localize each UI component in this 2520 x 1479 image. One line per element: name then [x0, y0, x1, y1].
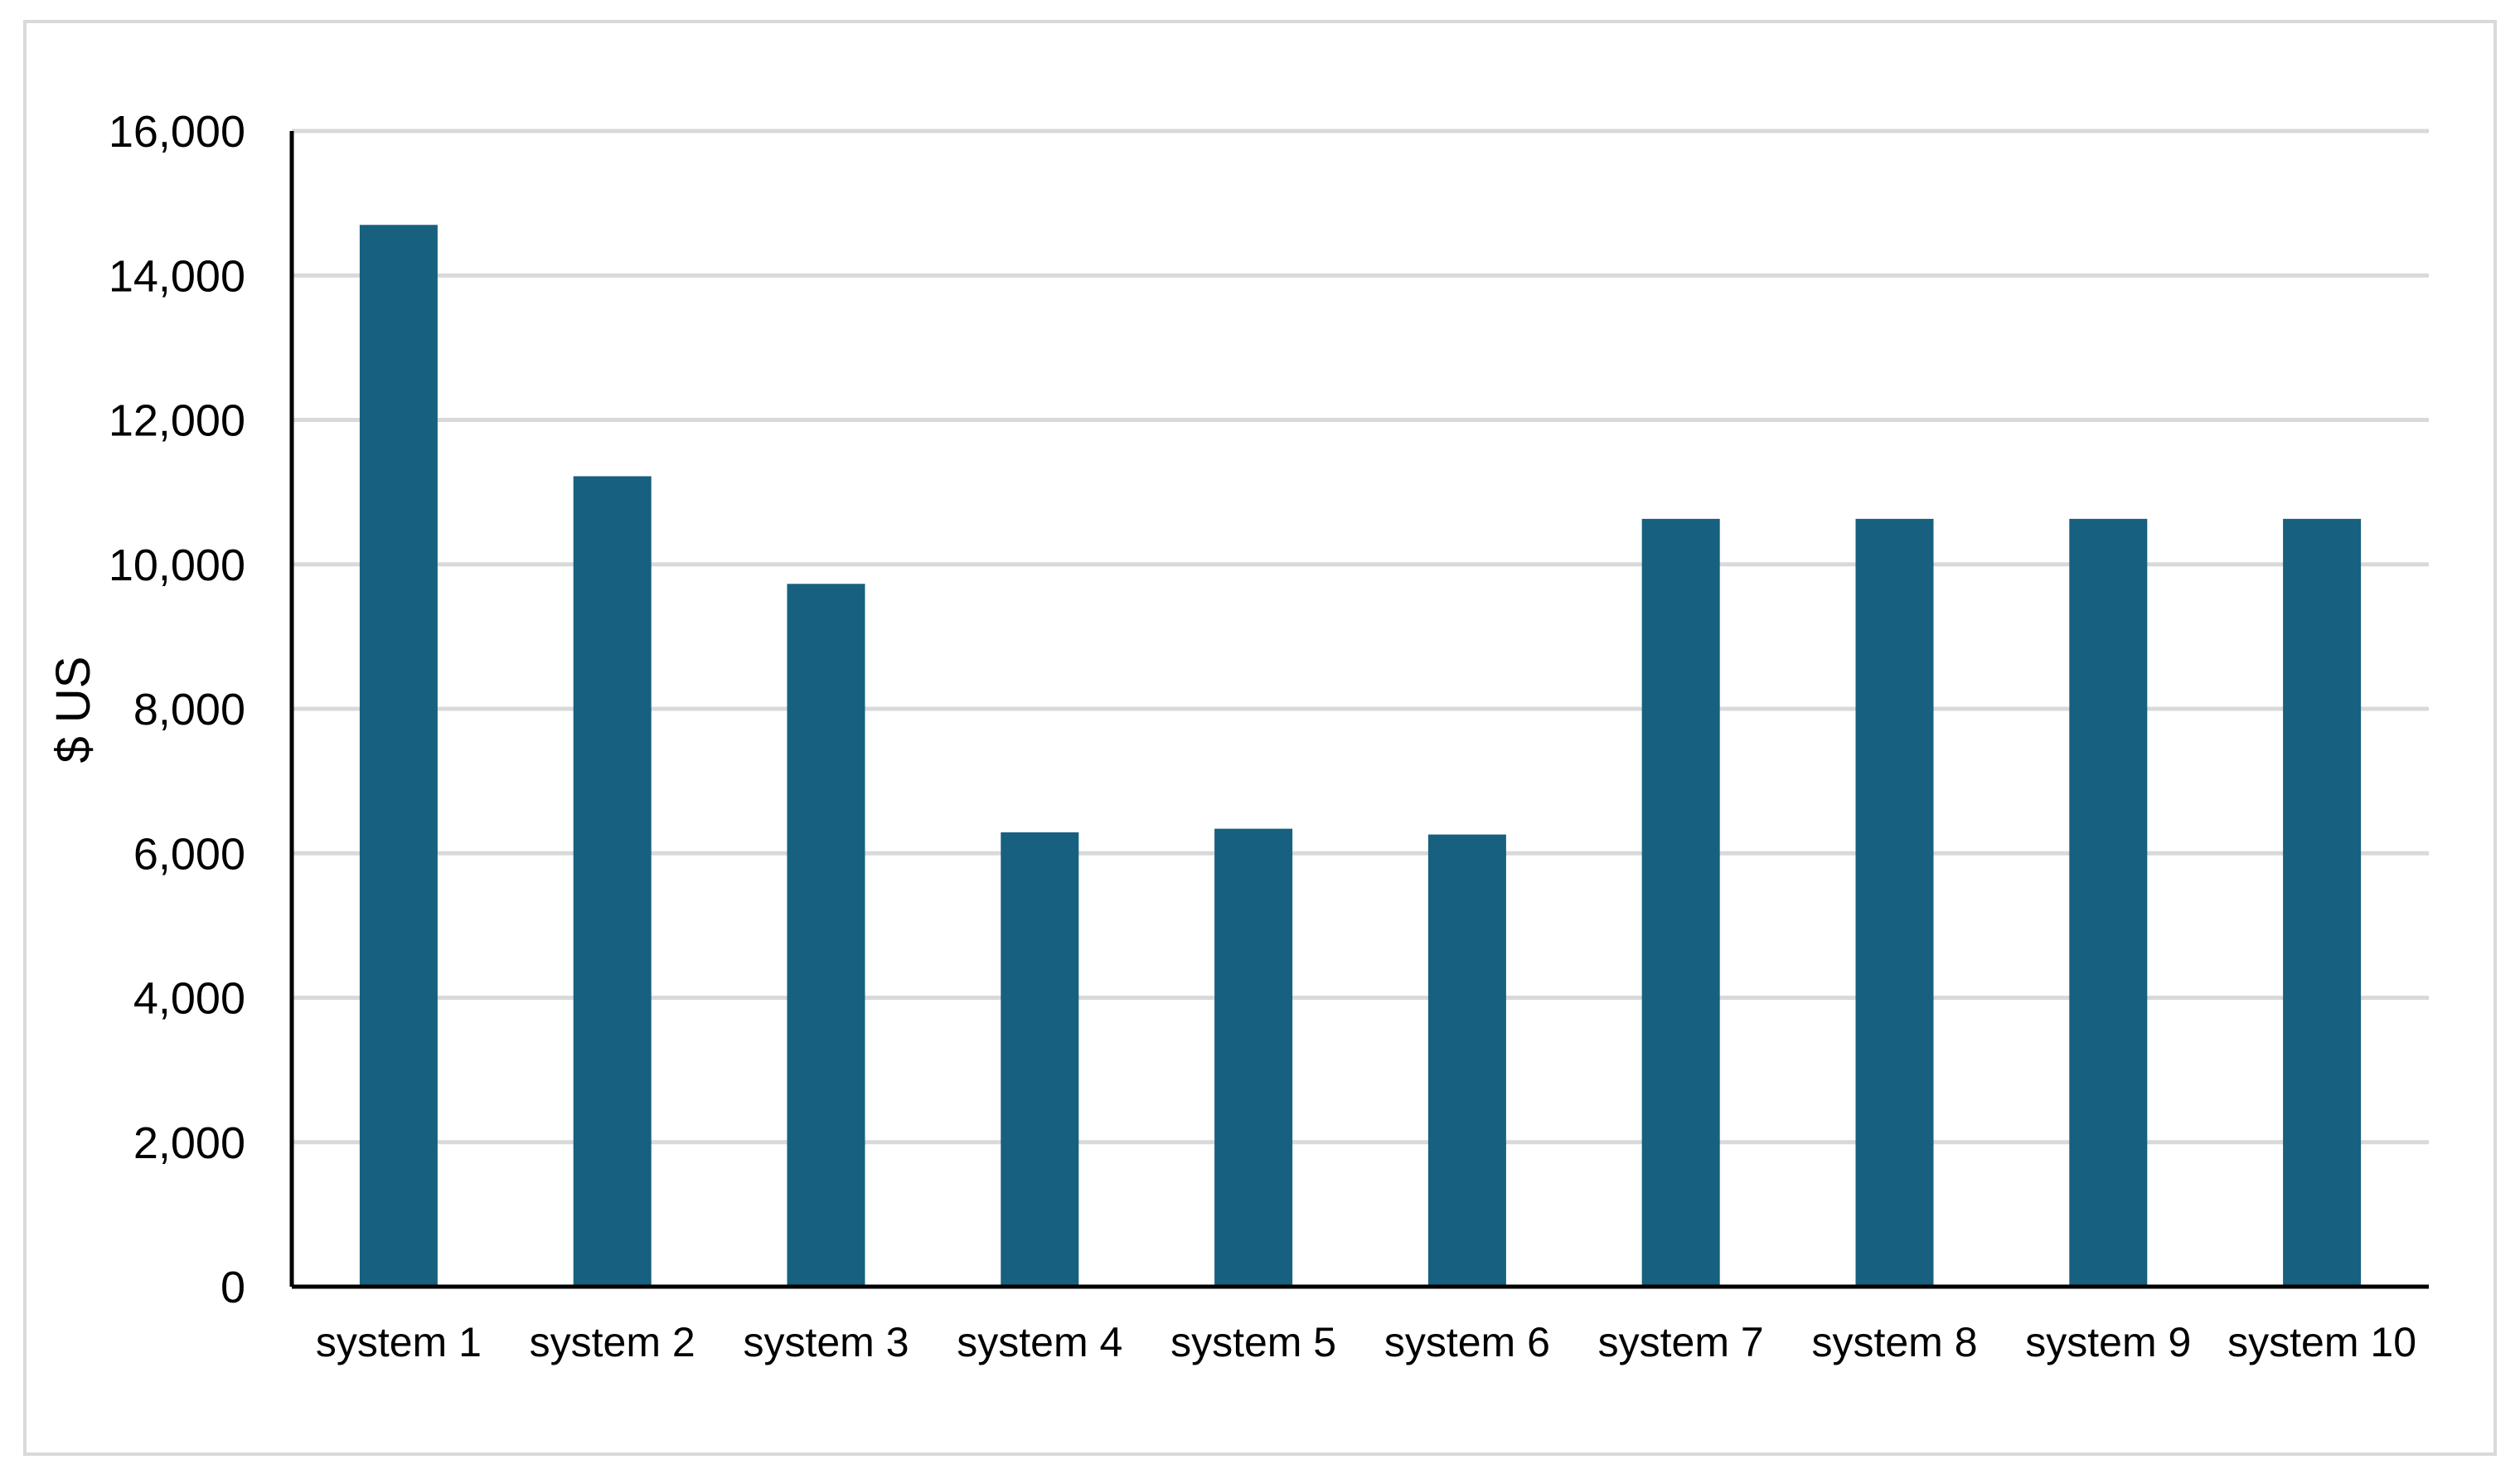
bar: [573, 476, 652, 1287]
y-tick-label: 12,000: [109, 396, 245, 446]
x-category-label: system 3: [743, 1319, 909, 1365]
bar: [1427, 834, 1506, 1287]
bar: [1214, 828, 1293, 1287]
bar: [2069, 518, 2148, 1287]
y-tick-label: 0: [220, 1263, 245, 1312]
y-axis-title: $ US: [46, 657, 100, 764]
y-tick-label: 4,000: [133, 974, 245, 1024]
y-tick-label: 2,000: [133, 1118, 245, 1168]
y-tick-label: 16,000: [109, 107, 245, 157]
x-category-label: system 7: [1598, 1319, 1764, 1365]
axes: [289, 131, 2429, 1289]
x-category-label: system 2: [530, 1319, 695, 1365]
bar: [787, 584, 865, 1287]
x-category-label: system 6: [1384, 1319, 1550, 1365]
bar: [1641, 518, 1720, 1287]
y-tick-label: 14,000: [109, 251, 245, 301]
bars: [359, 225, 2362, 1287]
x-category-label: system 5: [1170, 1319, 1336, 1365]
y-tick-label: 6,000: [133, 829, 245, 879]
y-tick-labels: 0 2,000 4,000 6,000 8,000 10,000 12,000 14,000 1…: [109, 107, 245, 1312]
x-category-label: system 4: [957, 1319, 1122, 1365]
x-category-label: system 8: [1811, 1319, 1977, 1365]
y-tick-label: 8,000: [133, 685, 245, 735]
x-category-label: system 1: [316, 1319, 482, 1365]
y-tick-label: 10,000: [109, 541, 245, 590]
bar: [359, 225, 438, 1287]
x-category-label: system 10: [2227, 1319, 2416, 1365]
bar: [2283, 518, 2362, 1287]
x-category-label: system 9: [2025, 1319, 2191, 1365]
bar: [1855, 518, 1934, 1287]
x-category-labels: system 1 system 2 system 3 system 4 system 5…: [316, 1319, 2416, 1365]
bar: [1001, 832, 1079, 1287]
